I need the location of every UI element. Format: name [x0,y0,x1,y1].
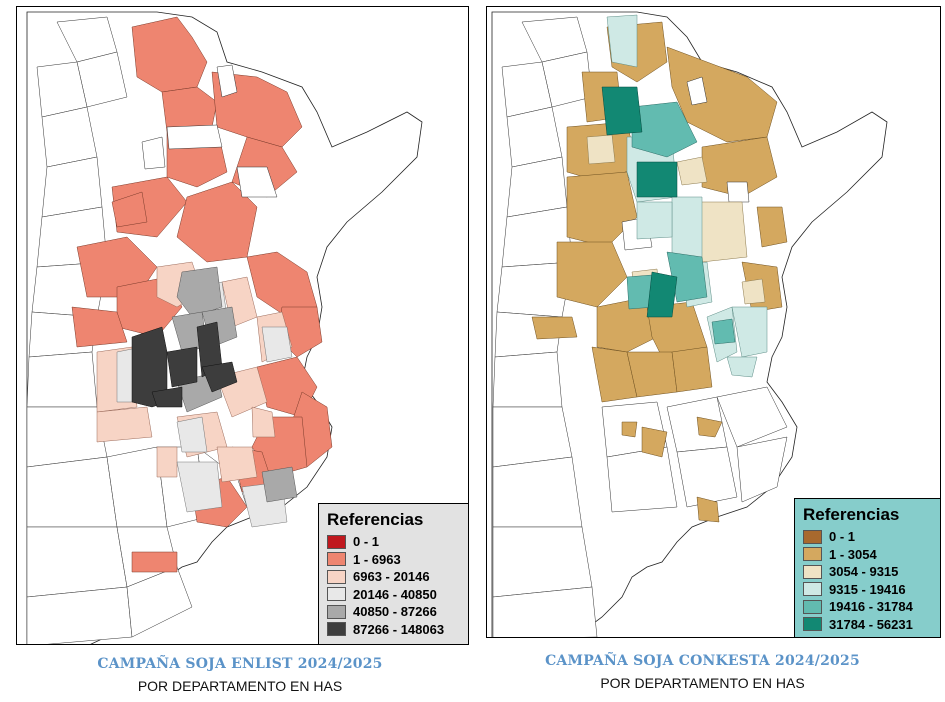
conkesta-map-title: CAMPAÑA SOJA CONKESTA 2024/2025 [545,653,860,669]
legend-item: 0 - 1 [327,533,461,551]
legend-label: 1 - 3054 [829,546,877,562]
enlist-map-panel: Referencias 0 - 1 1 - 6963 6963 - 20146 … [16,6,469,645]
class-31784-56231-departments [601,86,678,318]
legend-label: 31784 - 56231 [829,616,913,632]
legend-item: 1 - 3054 [803,546,933,564]
legend-item: 6963 - 20146 [327,568,461,586]
legend-swatch [327,534,346,549]
conkesta-choropleth-map [491,11,888,637]
legend-item: 3054 - 9315 [803,563,933,581]
legend-title: Referencias [327,510,424,529]
legend-label: 87266 - 148063 [353,621,445,637]
legend-label: 1 - 6963 [353,551,401,567]
class-87266-148063-departments [131,321,238,408]
enlist-caption: CAMPAÑA SOJA ENLIST 2024/2025 POR DEPART… [40,656,440,694]
enlist-map-subtitle: POR DEPARTAMENTO EN HAS [137,678,343,694]
legend-swatch [327,587,346,602]
legend-label: 0 - 1 [353,534,380,550]
legend-swatch [803,582,822,597]
conkesta-map-panel: Referencias 0 - 1 1 - 3054 3054 - 9315 9… [486,6,941,638]
legend-item: 1 - 6963 [327,551,461,569]
conkesta-caption: CAMPAÑA SOJA CONKESTA 2024/2025 POR DEPA… [500,653,905,691]
legend-item: 20146 - 40850 [327,586,461,604]
legend-title: Referencias [803,505,900,524]
legend-swatch [327,622,346,637]
legend-item: 87266 - 148063 [327,621,461,639]
legend-swatch [327,604,346,619]
legend-swatch [803,547,822,562]
legend-item: 19416 - 31784 [803,598,933,616]
enlist-choropleth-map [26,11,423,644]
legend-label: 9315 - 19416 [829,581,906,597]
legend-label: 6963 - 20146 [353,569,430,585]
legend-label: 0 - 1 [829,529,856,545]
legend-label: 3054 - 9315 [829,564,899,580]
conkesta-legend: Referencias 0 - 1 1 - 3054 3054 - 9315 9… [794,498,940,637]
enlist-legend: Referencias 0 - 1 1 - 6963 6963 - 20146 … [318,503,468,644]
legend-item: 40850 - 87266 [327,603,461,621]
class-3054-9315-departments [586,134,766,305]
legend-swatch [327,569,346,584]
no-data-departments [141,64,278,198]
legend-label: 20146 - 40850 [353,586,437,602]
legend-swatch [803,529,822,544]
class-1-3054-departments [531,21,788,523]
legend-label: 40850 - 87266 [353,604,437,620]
legend-swatch [803,599,822,614]
legend-swatch [327,552,346,567]
legend-swatch [803,617,822,632]
class-19416-31784-departments [626,101,736,345]
legend-item: 31784 - 56231 [803,616,933,634]
legend-swatch [803,564,822,579]
legend-item: 0 - 1 [803,528,933,546]
legend-label: 19416 - 31784 [829,599,913,615]
legend-item: 9315 - 19416 [803,581,933,599]
enlist-map-title: CAMPAÑA SOJA ENLIST 2024/2025 [97,656,383,672]
conkesta-map-subtitle: POR DEPARTAMENTO EN HAS [600,675,805,691]
